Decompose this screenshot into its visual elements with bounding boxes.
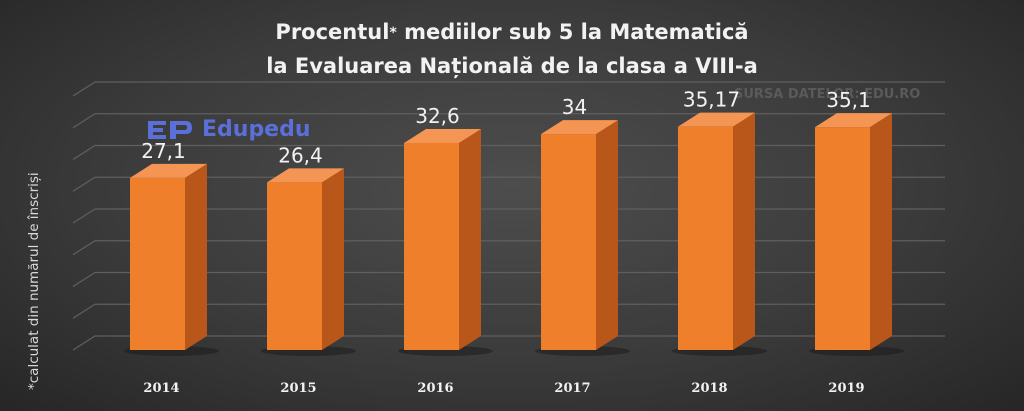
gridline	[72, 335, 945, 351]
chart-title-part-a: Procentul	[275, 20, 390, 44]
bar	[535, 120, 630, 356]
data-label: 32,6	[415, 104, 460, 128]
x-tick-label: 2017	[554, 381, 590, 396]
bar	[124, 163, 219, 356]
gridline	[72, 240, 945, 256]
bar-front	[815, 127, 870, 351]
chart-title-star: *	[389, 25, 397, 41]
source-label: SURSA DATELOR: EDU.RO	[734, 87, 921, 102]
bar-front	[267, 182, 322, 350]
x-tick-label: 2019	[828, 381, 864, 396]
bar-top	[678, 112, 755, 127]
bar-side	[870, 113, 892, 351]
gridline	[72, 113, 945, 129]
x-tick-label: 2016	[417, 381, 453, 396]
gridline	[72, 303, 945, 319]
data-label: 35,1	[826, 88, 871, 112]
x-tick-label: 2018	[691, 381, 727, 396]
chart-title: Procentul* mediilor sub 5 la Matematică …	[0, 16, 1024, 83]
grid-layer	[72, 81, 945, 351]
chart-title-line-2: la Evaluarea Națională de la clasa a VII…	[266, 54, 758, 78]
gridline	[72, 208, 945, 224]
gridline	[72, 81, 945, 97]
x-tick-label: 2015	[280, 381, 316, 396]
edupedu-logo: Edupedu	[146, 117, 311, 142]
bar-top	[815, 113, 892, 128]
bar-side	[185, 163, 207, 350]
bar-side	[733, 112, 755, 350]
bar	[672, 112, 767, 356]
bar	[398, 128, 493, 356]
bar-layer	[124, 112, 904, 356]
bar-top	[130, 163, 207, 178]
data-label: 35,17	[683, 88, 740, 112]
bar	[809, 113, 904, 356]
edupedu-logo-icon	[148, 120, 192, 139]
bar-front	[130, 177, 185, 350]
bar	[261, 168, 356, 356]
bar-front	[541, 134, 596, 350]
x-tick-label: 2014	[143, 381, 179, 396]
chart-title-line-1: Procentul* mediilor sub 5 la Matematică	[0, 16, 1024, 50]
data-label: 34	[562, 95, 587, 119]
bar-top	[541, 120, 618, 135]
edupedu-logo-text: Edupedu	[202, 117, 311, 142]
bar-front	[404, 142, 459, 350]
data-label: 26,4	[278, 143, 323, 167]
bar-top	[404, 128, 481, 143]
chart-title-part-b: mediilor sub 5 la Matematică	[396, 20, 749, 44]
bar-front	[678, 126, 733, 350]
bar-side	[459, 128, 481, 350]
label-layer: 27,1 2014 26,4 2015 32,6 2016 34 2017 35,17 2018 3…	[141, 88, 871, 396]
gridline	[72, 176, 945, 192]
gridline	[72, 271, 945, 288]
gridline	[72, 144, 945, 161]
bar-side	[596, 120, 618, 350]
bar-side	[322, 168, 344, 350]
bar-top	[267, 168, 344, 183]
data-label: 27,1	[141, 139, 186, 163]
